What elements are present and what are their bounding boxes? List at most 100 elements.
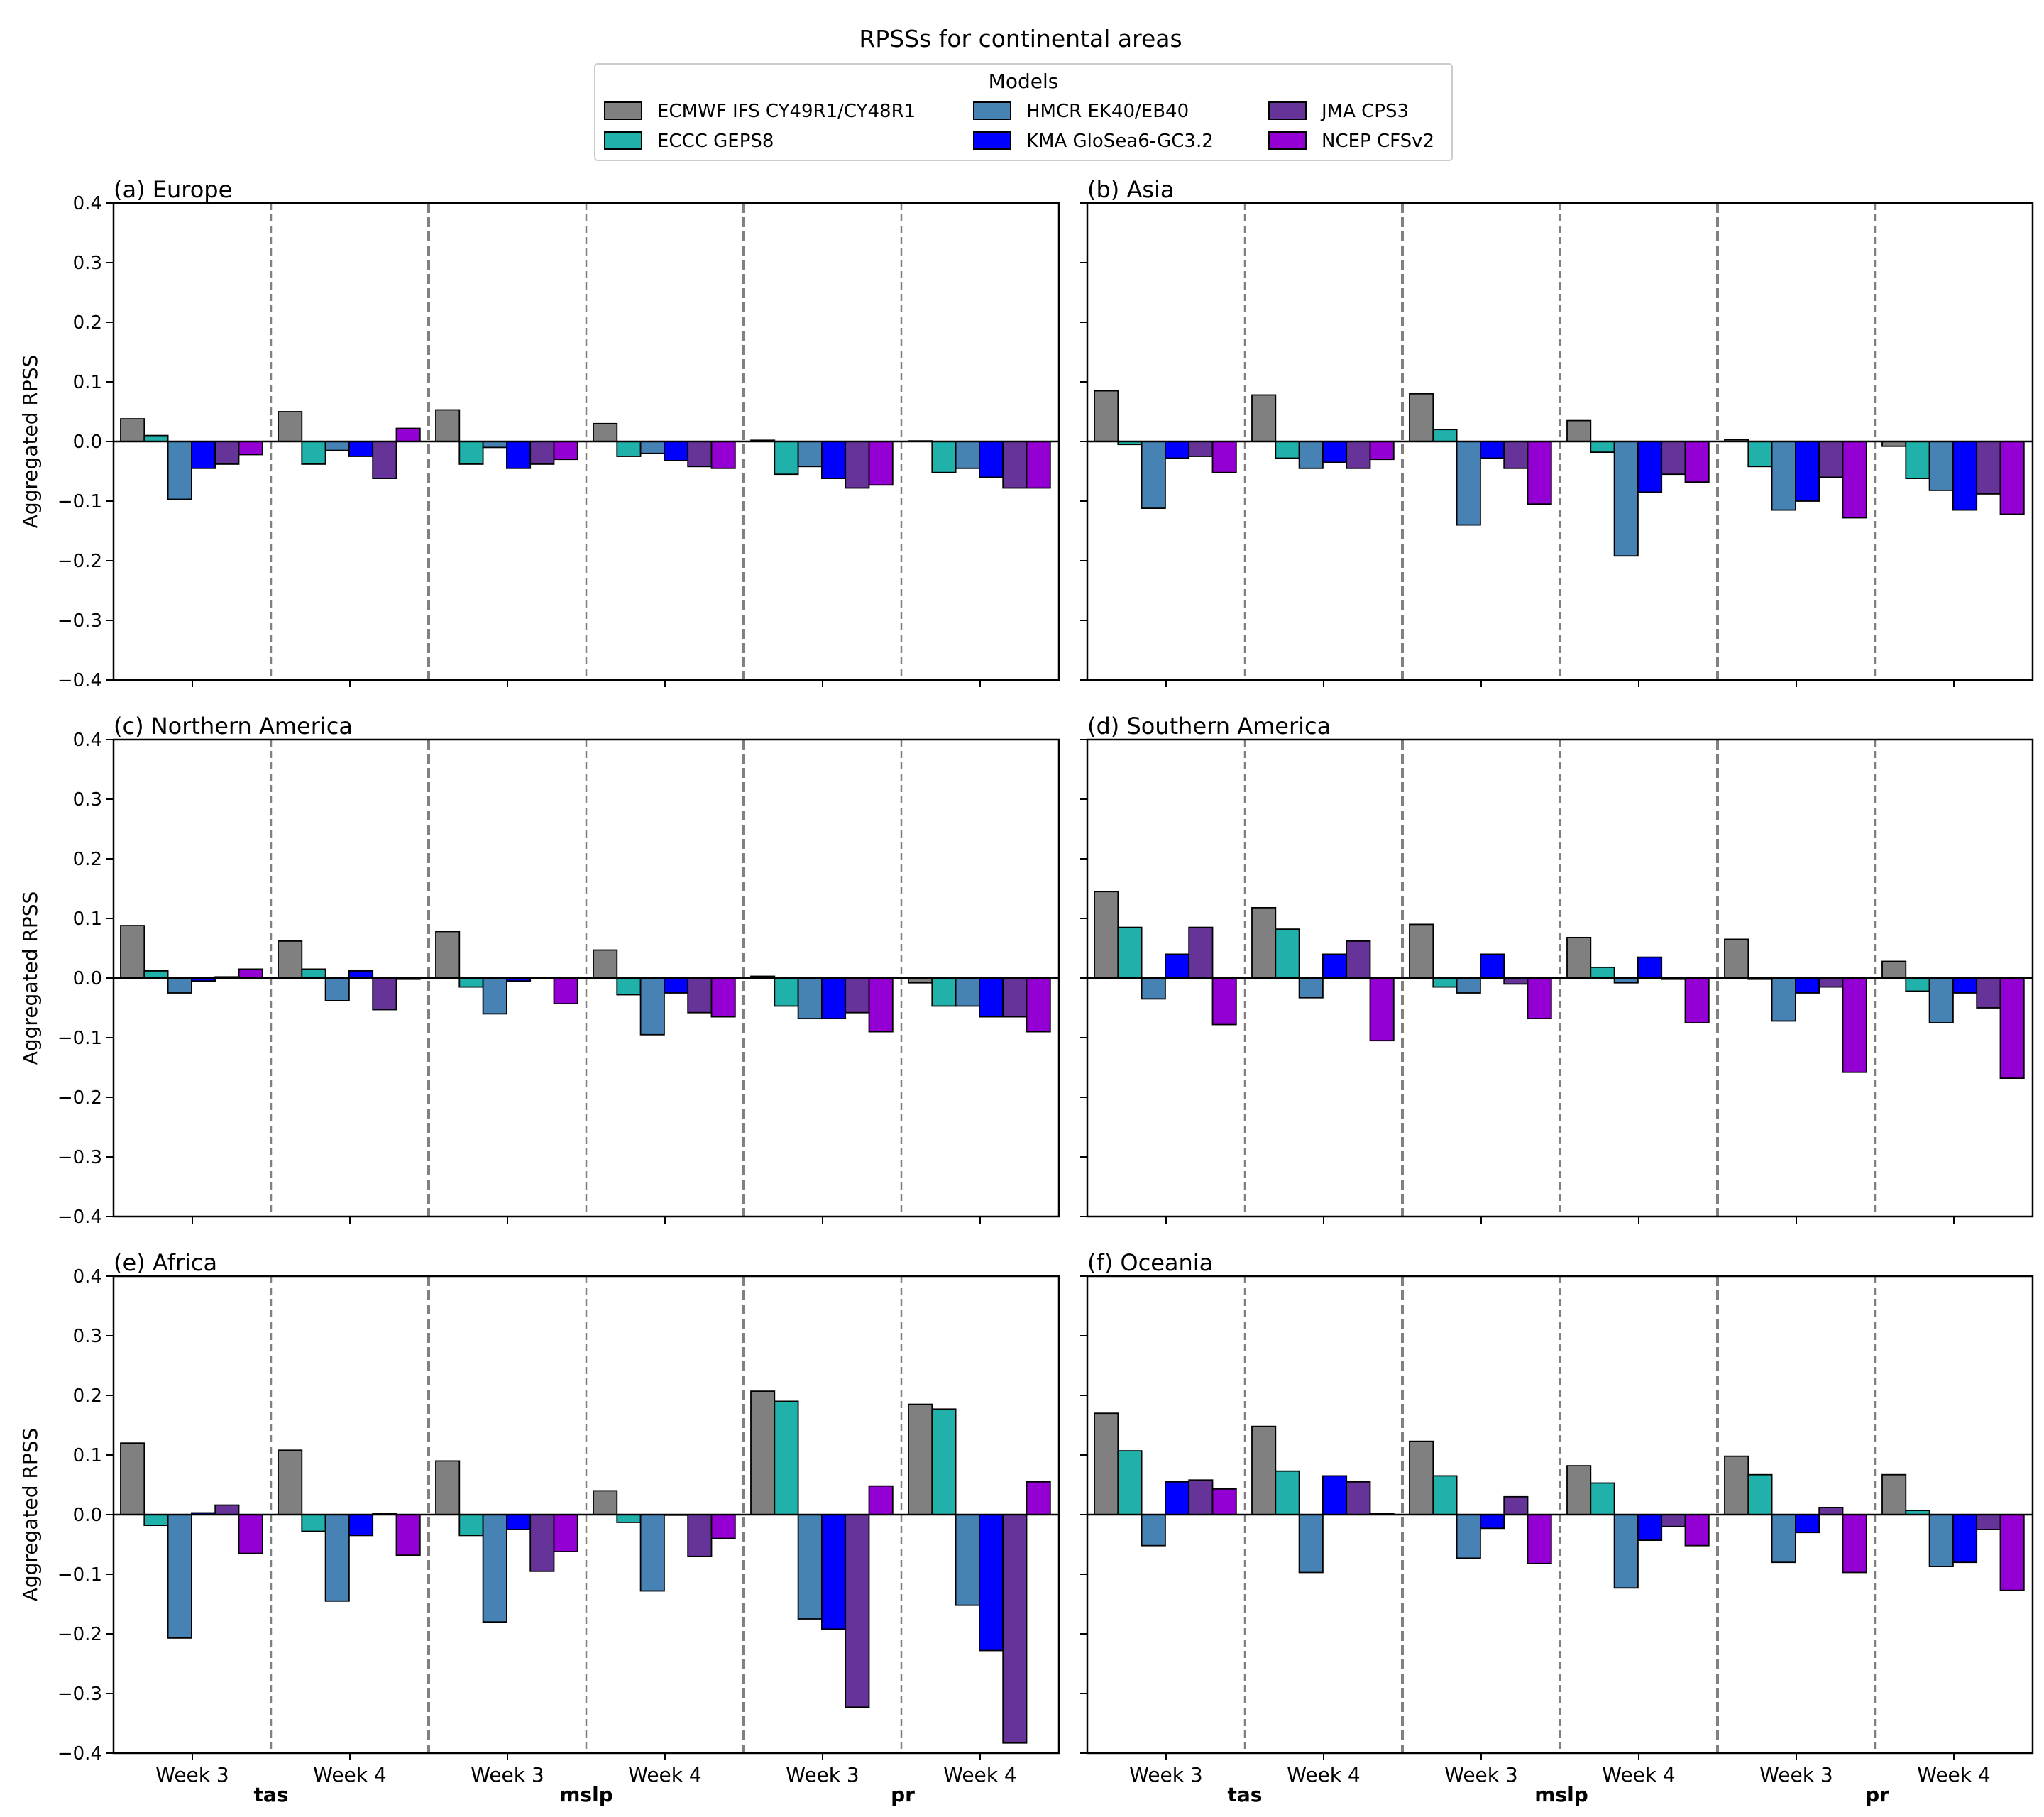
- bar: [482, 1514, 507, 1623]
- bar: [1999, 1514, 2025, 1591]
- bar: [1432, 1475, 1458, 1515]
- bar: [372, 441, 397, 479]
- bar: [1818, 1507, 1844, 1515]
- ytick-label: −0.1: [57, 1564, 102, 1586]
- panel: (b) Asia: [1080, 176, 2034, 687]
- bar: [616, 441, 642, 457]
- bar: [1251, 906, 1277, 979]
- bar: [238, 1514, 263, 1554]
- bar: [529, 441, 555, 465]
- legend-swatch: [604, 101, 642, 120]
- bar: [593, 422, 618, 442]
- bar: [1346, 940, 1371, 979]
- bar: [1026, 1481, 1051, 1515]
- bar: [1952, 441, 1978, 511]
- ytick-label: −0.4: [57, 1743, 102, 1764]
- bar: [1026, 441, 1051, 489]
- ytick-label: −0.4: [57, 670, 102, 691]
- legend-label: ECMWF IFS CY49R1/CY48R1: [657, 101, 916, 122]
- bar: [868, 441, 894, 486]
- bar: [1094, 1412, 1119, 1515]
- bar: [908, 1403, 933, 1515]
- bar: [506, 441, 532, 469]
- bar: [1928, 977, 1954, 1023]
- bar: [931, 977, 957, 1007]
- panel-title: (d) Southern America: [1087, 713, 1331, 740]
- bar: [1566, 1465, 1592, 1515]
- bar: [931, 1408, 957, 1515]
- bar: [506, 1514, 532, 1530]
- bar: [710, 1514, 736, 1539]
- bar: [324, 441, 350, 451]
- bar: [1566, 936, 1592, 979]
- bar: [1094, 891, 1119, 979]
- bar: [458, 977, 484, 988]
- bar: [868, 977, 894, 1033]
- ytick-label: −0.2: [57, 551, 102, 572]
- bar: [301, 1514, 326, 1532]
- bar: [979, 1514, 1004, 1652]
- bar: [1794, 977, 1820, 994]
- bar: [639, 1514, 665, 1592]
- bar: [1976, 977, 2001, 1009]
- bar: [1369, 441, 1395, 461]
- variable-label: mslp: [559, 1783, 612, 1806]
- bar: [710, 977, 736, 1018]
- bar: [1527, 441, 1552, 505]
- ytick-label: −0.2: [57, 1087, 102, 1109]
- bar: [1251, 1425, 1277, 1515]
- ytick-label: 0.4: [73, 1266, 102, 1288]
- xtick-label: Week 3: [786, 1763, 859, 1786]
- ytick-label: 0.0: [73, 968, 102, 989]
- bar: [120, 925, 145, 979]
- panel: (c) Northern America 0.4 0.3 0.2 0.1 0.0 −0.1 −…: [18, 713, 1060, 1228]
- xtick-label: Week 4: [1917, 1763, 1990, 1786]
- bar: [1999, 441, 2025, 515]
- bar: [1188, 926, 1214, 979]
- bar: [1503, 977, 1529, 985]
- bar: [1409, 1440, 1434, 1515]
- panel-title: (e) Africa: [114, 1249, 217, 1276]
- bar: [955, 977, 980, 1007]
- bar: [1322, 1475, 1348, 1515]
- bar: [301, 968, 326, 979]
- bar: [1590, 441, 1615, 454]
- bar: [1771, 977, 1796, 1022]
- bar: [348, 970, 374, 979]
- legend-items: ECMWF IFS CY49R1/CY48R1 ECCC GEPS8 HMCR EK…: [604, 101, 1434, 152]
- bar: [1479, 1514, 1505, 1530]
- legend-swatch: [1268, 101, 1307, 120]
- bar: [1794, 1514, 1820, 1534]
- y-axis-label: Aggregated RPSS: [18, 1428, 42, 1602]
- bar: [1251, 394, 1277, 442]
- bar: [1794, 441, 1820, 502]
- bar: [1566, 419, 1592, 442]
- bar: [1165, 441, 1190, 459]
- bar: [190, 441, 216, 469]
- ytick-label: 0.2: [73, 1385, 102, 1407]
- bar: [664, 977, 689, 994]
- bar: [278, 411, 303, 442]
- bar: [821, 1514, 847, 1630]
- bar: [1141, 441, 1166, 509]
- bar: [1590, 1482, 1615, 1515]
- bar: [1094, 390, 1119, 442]
- bar: [687, 1514, 713, 1557]
- bar: [1479, 441, 1505, 459]
- ytick-label: 0.1: [73, 1445, 102, 1466]
- legend-title: Models: [989, 70, 1059, 93]
- panel: (a) Europe 0.4 0.3 0.2 0.1 0.0 −0.1 −0.2 −0.3 −0.…: [18, 176, 1060, 691]
- bar: [1432, 977, 1458, 988]
- bar: [639, 977, 665, 1036]
- bar: [1275, 441, 1300, 459]
- legend-label: JMA CPS3: [1320, 101, 1409, 122]
- bar: [1842, 441, 1867, 519]
- variable-label: tas: [1228, 1783, 1263, 1806]
- panel: (e) Africa 0.4 0.3 0.2 0.1 0.0 −0.1 −0.2 −0.3 −0.…: [18, 1249, 1060, 1806]
- variable-label: pr: [1865, 1783, 1889, 1806]
- legend-frame: [594, 63, 1453, 161]
- bar: [167, 977, 192, 994]
- bar: [348, 441, 374, 457]
- bar: [687, 441, 713, 468]
